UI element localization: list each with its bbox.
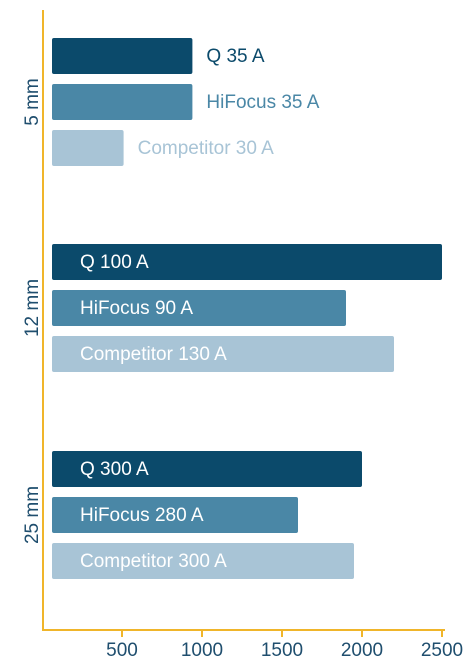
bar-label: HiFocus 280 A	[80, 505, 204, 526]
x-tick-label: 1000	[181, 640, 223, 659]
bar-label: Q 35 A	[206, 46, 264, 67]
x-tick-label: 1500	[261, 640, 303, 659]
category-label: 25 mm	[22, 486, 43, 544]
bar-label: Q 300 A	[80, 459, 149, 480]
bar	[52, 290, 346, 326]
category-label: 5 mm	[22, 78, 43, 126]
bar	[52, 336, 394, 372]
category-label: 12 mm	[22, 279, 43, 337]
bar	[52, 38, 193, 74]
bar-label: Competitor 130 A	[80, 344, 227, 365]
bar	[52, 451, 362, 487]
bar	[52, 84, 193, 120]
bar	[52, 244, 442, 280]
x-tick-label: 500	[106, 640, 138, 659]
bar	[52, 130, 124, 166]
bar-label: Q 100 A	[80, 252, 149, 273]
bar	[52, 497, 298, 533]
bar-label: Competitor 30 A	[138, 138, 275, 159]
x-tick-label: 2500	[421, 640, 463, 659]
x-tick-label: 2000	[341, 640, 383, 659]
bar-label: Competitor 300 A	[80, 551, 227, 572]
bar	[52, 543, 354, 579]
bar-label: HiFocus 90 A	[80, 298, 193, 319]
bar-label: HiFocus 35 A	[206, 92, 319, 113]
